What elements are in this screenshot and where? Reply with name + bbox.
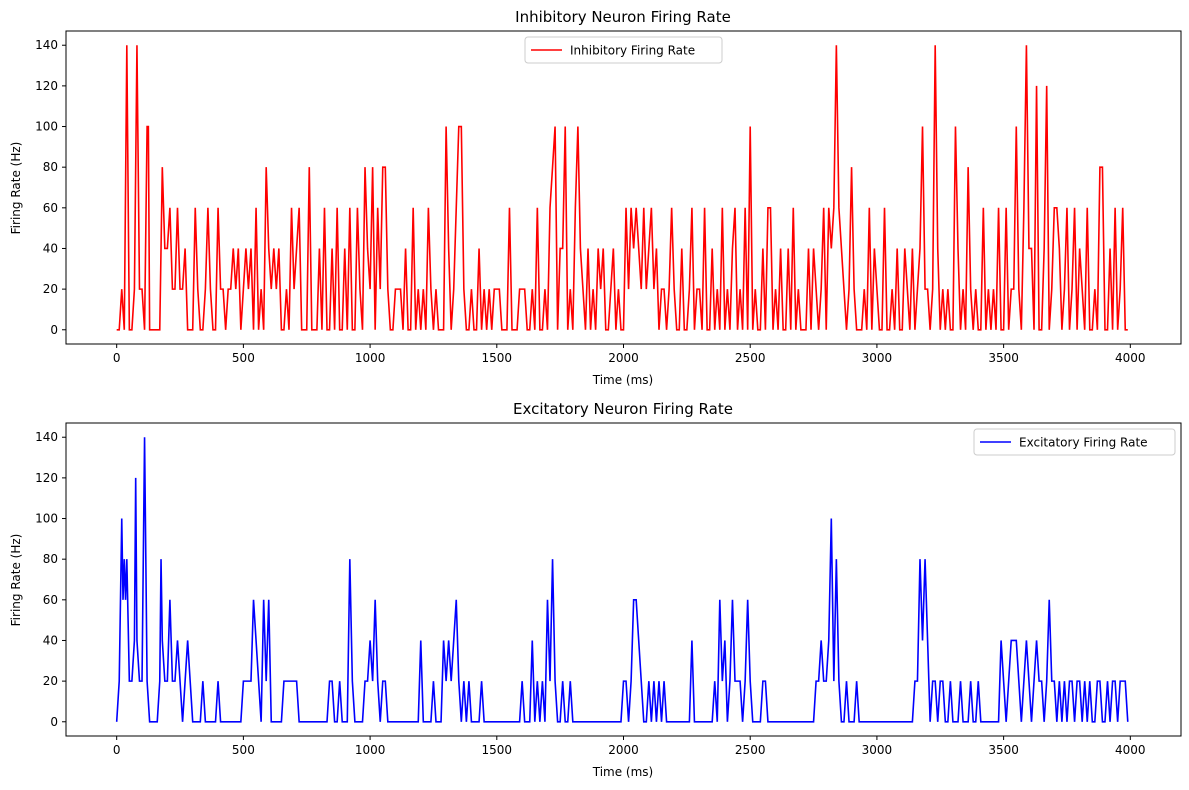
x-tick-label: 500 [232,351,255,365]
x-tick-label: 1500 [482,743,513,757]
x-tick-label: 3500 [988,743,1019,757]
y-tick-label: 100 [35,512,58,526]
excitatory-firing-rate-line [115,437,1129,723]
legend: Inhibitory Firing Rate [524,36,723,64]
legend: Excitatory Firing Rate [973,428,1176,456]
y-tick-label: 80 [43,160,58,174]
y-tick-label: 40 [43,633,58,647]
x-tick-label: 1000 [355,351,386,365]
x-tick-label: 1000 [355,743,386,757]
y-tick-label: 20 [43,674,58,688]
y-tick-label: 120 [35,79,58,93]
x-ticks: 0 500 1000 1500 2000 2500 3000 3500 4000 [113,736,1146,757]
x-tick-label: 2000 [608,351,639,365]
x-axis-label: Time (ms) [592,373,654,387]
y-tick-label: 60 [43,201,58,215]
x-tick-label: 3500 [988,351,1019,365]
x-tick-label: 0 [113,743,121,757]
y-axis-label: Firing Rate (Hz) [9,534,23,627]
legend-label: Inhibitory Firing Rate [570,44,695,58]
x-tick-label: 500 [232,743,255,757]
x-tick-label: 3000 [862,743,893,757]
y-tick-label: 20 [43,282,58,296]
x-tick-label: 2500 [735,351,766,365]
y-tick-label: 40 [43,241,58,255]
y-tick-label: 140 [35,38,58,52]
excitatory-chart-panel: Excitatory Neuron Firing Rate 0 500 1000 15… [9,400,1182,779]
inhibitory-firing-rate-line [116,45,1128,331]
x-tick-label: 4000 [1115,743,1146,757]
x-ticks: 0 500 1000 1500 2000 2500 3000 3500 4000 [113,344,1146,365]
y-ticks: 0 20 40 60 80 100 120 140 [35,38,66,337]
y-tick-label: 0 [50,715,58,729]
x-tick-label: 2000 [608,743,639,757]
y-tick-label: 140 [35,430,58,444]
x-tick-label: 1500 [482,351,513,365]
x-tick-label: 3000 [862,351,893,365]
inhibitory-chart-panel: Inhibitory Neuron Firing Rate 0 500 1000 15… [9,8,1182,387]
x-tick-label: 2500 [735,743,766,757]
x-axis-label: Time (ms) [592,765,654,779]
x-tick-label: 4000 [1115,351,1146,365]
legend-box [973,428,1176,456]
legend-label: Excitatory Firing Rate [1019,436,1148,450]
y-tick-label: 120 [35,471,58,485]
y-ticks: 0 20 40 60 80 100 120 140 [35,430,66,729]
x-tick-label: 0 [113,351,121,365]
y-tick-label: 60 [43,593,58,607]
chart-title: Excitatory Neuron Firing Rate [513,400,733,418]
legend-box [524,36,723,64]
y-axis-label: Firing Rate (Hz) [9,142,23,235]
y-tick-label: 100 [35,120,58,134]
y-tick-label: 0 [50,323,58,337]
chart-title: Inhibitory Neuron Firing Rate [515,8,731,26]
y-tick-label: 80 [43,552,58,566]
